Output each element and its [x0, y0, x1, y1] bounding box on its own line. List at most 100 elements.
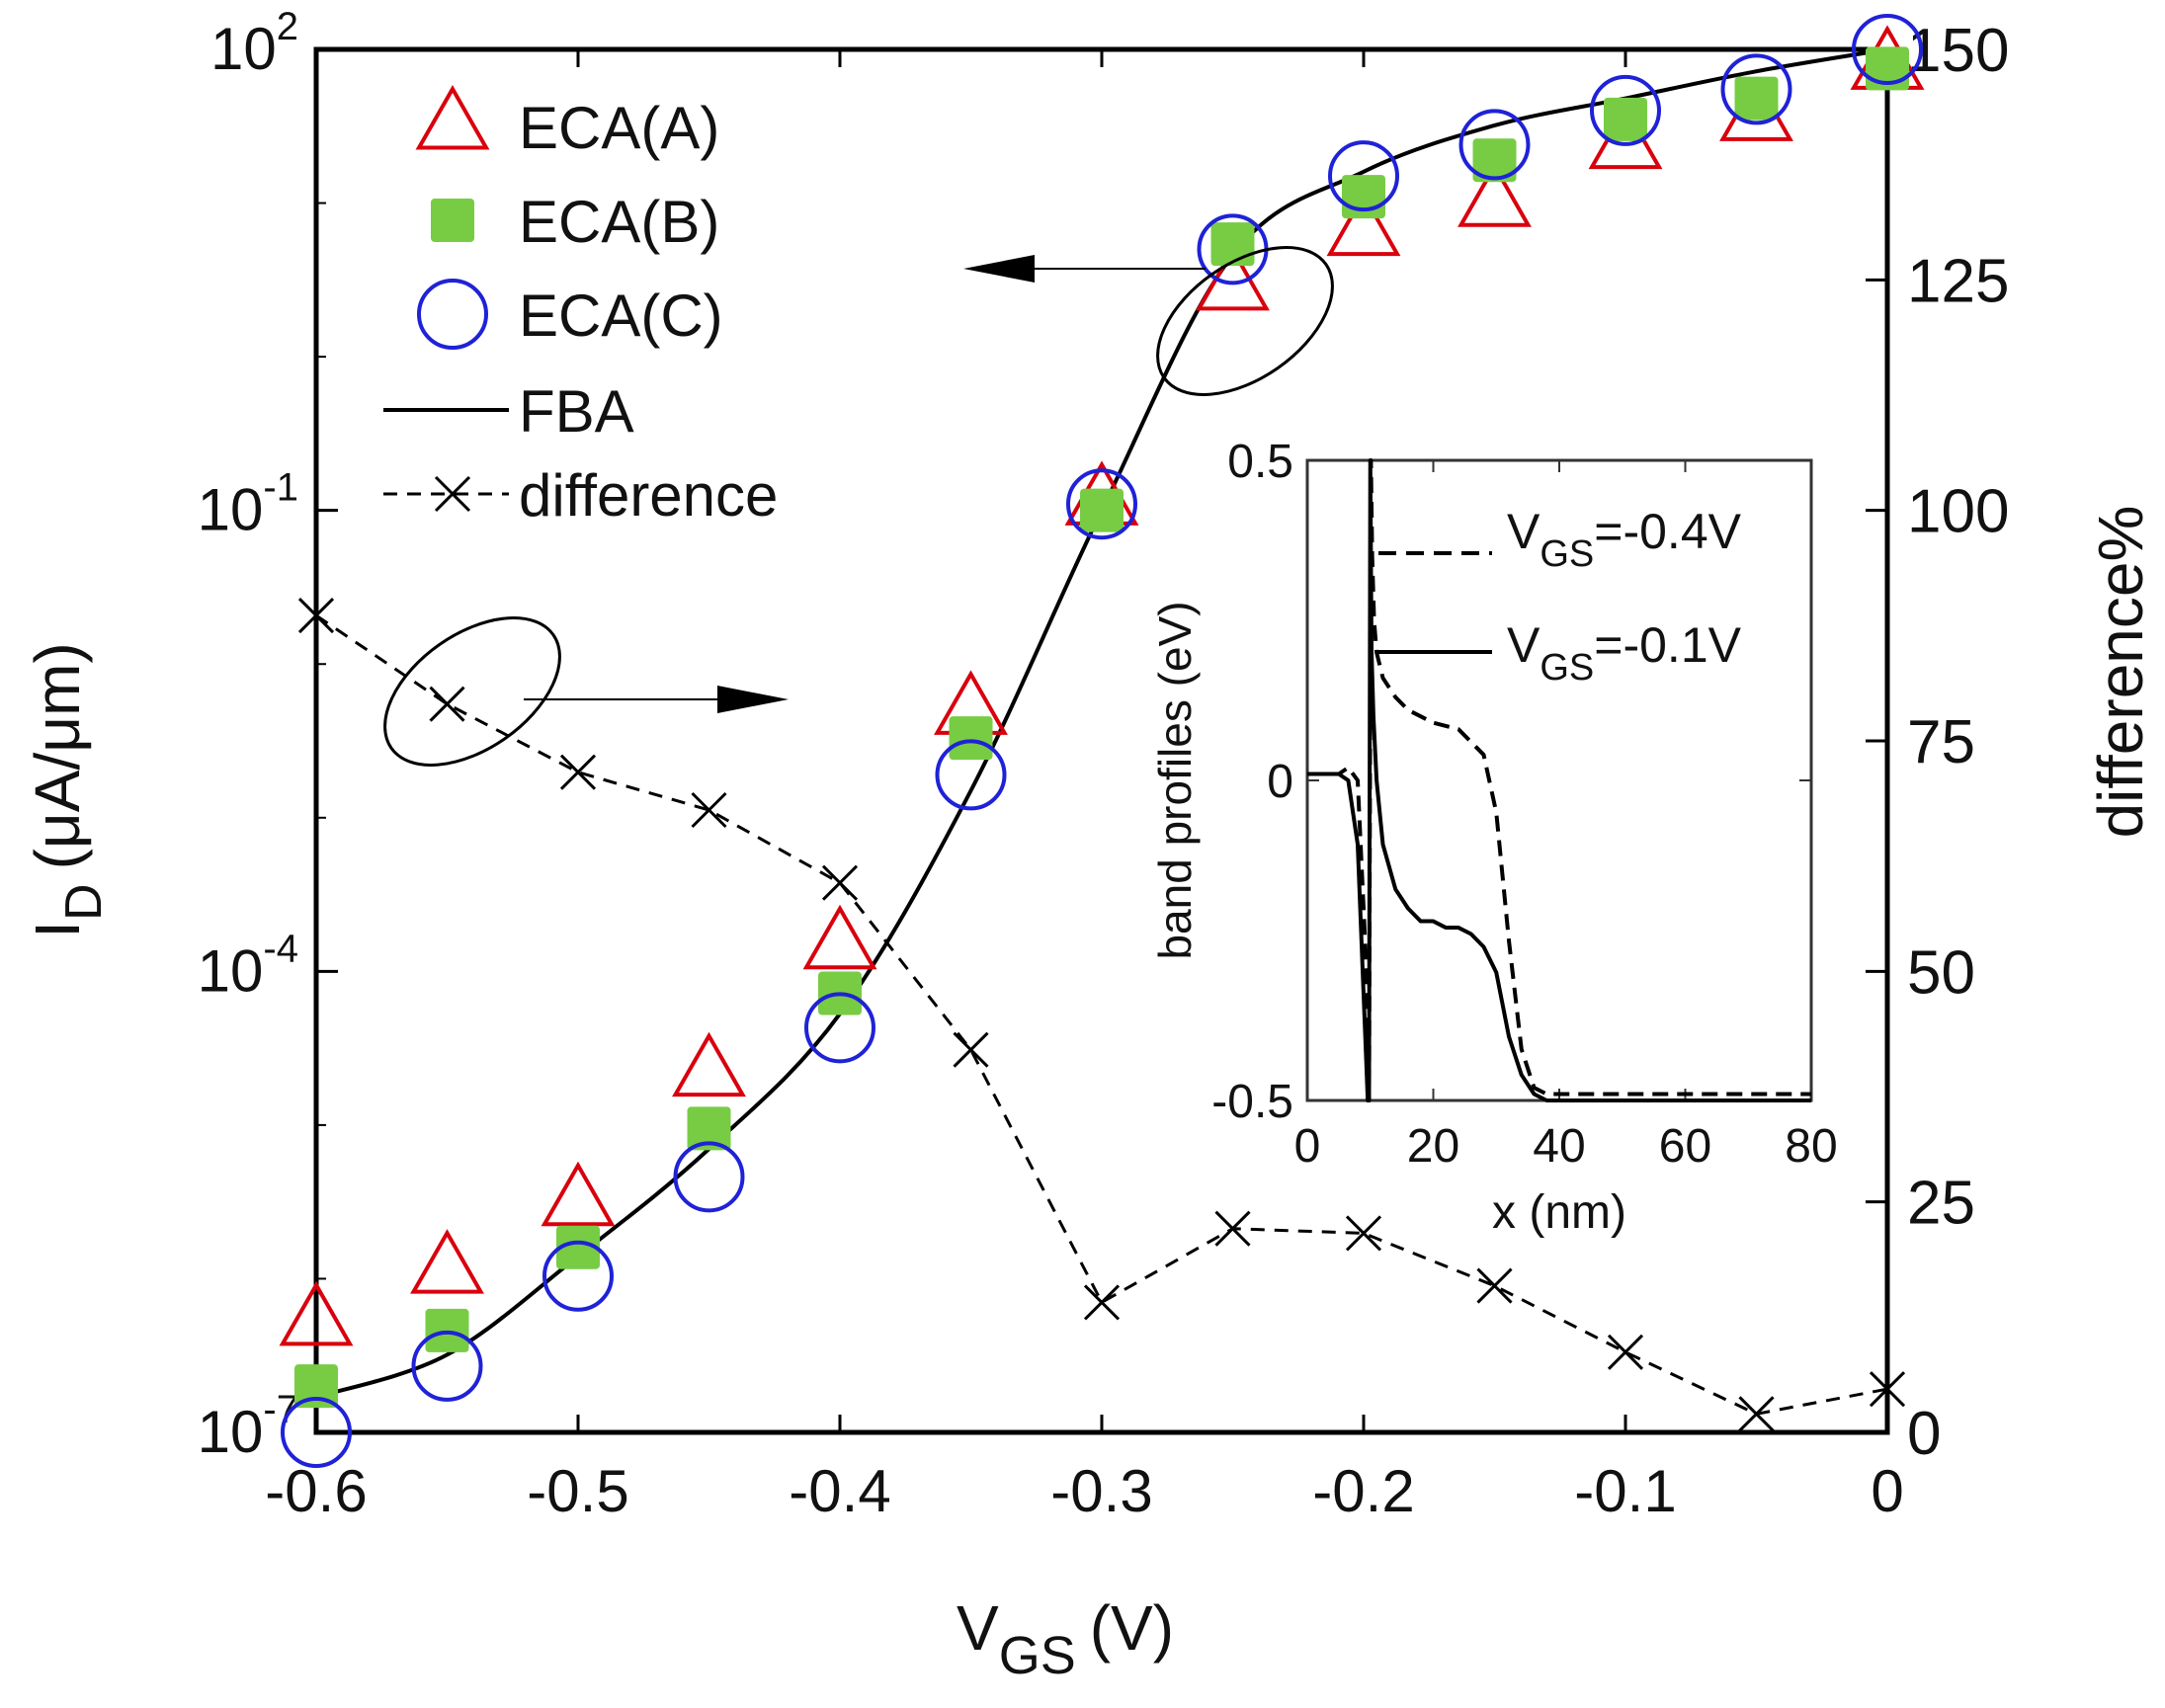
point-eca-c — [542, 1240, 614, 1312]
main-axis-ticks: -0.6 -0.5 -0.4 -0.3 -0.2 -0.1 0 102 10-1 10-4 10-7… — [198, 5, 2010, 1524]
legend-marker-eca-c — [417, 279, 488, 350]
annotation-ellipse-difference — [383, 616, 561, 767]
legend-background — [366, 77, 860, 531]
y-right-tick-label: 150 — [1907, 17, 2009, 85]
annotations — [383, 246, 1334, 767]
x-tick-label: 0 — [1871, 1458, 1903, 1524]
x-axis-label: VGS (V) — [957, 1592, 1174, 1685]
point-difference — [821, 864, 859, 901]
inset-y-axis-label: band profiles (eV) — [1149, 601, 1201, 959]
point-eca-c — [1590, 74, 1661, 146]
annotation-arrow-right-head — [717, 686, 789, 713]
point-difference — [1476, 1267, 1513, 1304]
point-difference-stroke — [1214, 1210, 1251, 1247]
x-tick-label: -0.3 — [1050, 1458, 1152, 1524]
point-difference — [691, 791, 727, 829]
x-axis-label-sub: GS — [999, 1626, 1076, 1685]
y-left-tick-label: 10-4 — [198, 927, 298, 1004]
point-eca-c — [411, 1330, 483, 1402]
point-difference — [429, 686, 465, 722]
point-difference — [1345, 1215, 1382, 1252]
svg-text:ID(μA/μm): ID (μA/μm) — [22, 642, 113, 938]
inset-x-tick-label: 0 — [1294, 1120, 1321, 1173]
point-eca-a — [672, 1031, 746, 1098]
point-difference-stroke — [821, 864, 859, 901]
main-series-markers — [279, 14, 1925, 1468]
legend-label-difference: difference — [519, 462, 778, 529]
inset-x-tick-label: 80 — [1785, 1120, 1837, 1173]
point-difference-stroke — [1738, 1396, 1775, 1432]
point-eca-a — [541, 1161, 616, 1227]
legend-marker-difference-stroke — [434, 475, 471, 513]
inset-legend-label-1-sub: GS — [1540, 533, 1594, 575]
point-difference-stroke — [559, 754, 597, 790]
inset-y-tick-label: 0.5 — [1227, 436, 1293, 488]
y-right-tick-label: 25 — [1907, 1170, 1975, 1238]
svg-text:VGS=-0.1V: VGS=-0.1V — [1507, 617, 1742, 689]
inset-legend-label-2-sub: GS — [1540, 647, 1594, 689]
point-difference — [297, 598, 335, 634]
y-left-axis-label-main: I — [22, 921, 93, 938]
x-tick-label: -0.4 — [789, 1458, 890, 1524]
point-eca-b — [1080, 488, 1124, 532]
legend-label-eca-b: ECA(B) — [519, 189, 719, 255]
point-difference-stroke — [1345, 1215, 1382, 1252]
point-eca-a — [1457, 162, 1532, 227]
inset-legend-label-1-rest: =-0.4V — [1594, 504, 1741, 559]
annotation-arrow-left-head — [963, 255, 1035, 283]
inset-series-line-vgs-minus-0-4v — [1307, 458, 1811, 1102]
point-difference — [1214, 1210, 1251, 1247]
point-eca-c — [673, 1141, 745, 1213]
point-difference — [1607, 1334, 1644, 1370]
point-eca-a — [279, 1280, 354, 1346]
point-difference-stroke — [1607, 1334, 1644, 1370]
point-difference-stroke — [297, 598, 335, 634]
point-difference-stroke — [1083, 1284, 1121, 1321]
point-eca-b — [687, 1106, 731, 1151]
y-left-axis-label-unit: (μA/μm) — [22, 642, 93, 869]
point-difference — [1083, 1284, 1121, 1321]
point-eca-c — [935, 739, 1007, 811]
point-eca-c — [1720, 53, 1792, 125]
point-difference — [953, 1031, 989, 1068]
legend-label-eca-a: ECA(A) — [519, 95, 719, 161]
y-right-tick-label: 100 — [1907, 478, 2009, 546]
inset-x-axis-label: x (nm) — [1492, 1186, 1626, 1239]
point-eca-b — [1734, 76, 1779, 121]
inset-legend-label-2-main: V — [1507, 617, 1540, 673]
point-difference — [1738, 1396, 1775, 1432]
legend-marker-eca-a — [415, 84, 490, 150]
x-tick-label: -0.2 — [1312, 1458, 1414, 1524]
inset-series-lines — [1307, 458, 1811, 1102]
point-difference-stroke — [691, 791, 727, 829]
annotation-ellipse-current — [1156, 246, 1334, 396]
svg-text:VGS(V): VGS (V) — [957, 1592, 1174, 1685]
point-eca-b — [1210, 222, 1255, 267]
point-difference-stroke — [1476, 1267, 1513, 1304]
y-right-tick-label: 0 — [1907, 1400, 1941, 1468]
inset-series-line-vgs-minus-0-1v — [1307, 458, 1811, 1102]
point-eca-c — [1852, 14, 1923, 85]
y-left-tick-label: 10-7 — [198, 1388, 298, 1465]
inset-legend-label-1-main: V — [1507, 504, 1540, 559]
y-left-tick-label: 10-1 — [198, 466, 298, 543]
point-eca-a — [1326, 191, 1401, 257]
inset-chart: 0 20 40 60 800.50-0.5 VGS=-0.4V VGS=-0.1V ba… — [1149, 436, 1838, 1239]
inset-plot-frame — [1305, 458, 1813, 1102]
inset-y-tick-label: -0.5 — [1211, 1076, 1293, 1128]
y-right-tick-label: 75 — [1907, 708, 1975, 776]
point-difference — [1869, 1371, 1906, 1408]
y-left-axis-label: ID (μA/μm) — [22, 642, 113, 938]
inset-x-tick-label: 60 — [1659, 1120, 1711, 1173]
point-eca-b — [556, 1225, 600, 1269]
y-left-tick-label: 102 — [210, 5, 298, 82]
legend: ECA(A) ECA(B) ECA(C) FBA difference — [366, 77, 860, 531]
point-eca-c — [804, 992, 875, 1064]
point-eca-c — [1328, 140, 1399, 212]
y-left-axis-label-sub: D — [55, 883, 113, 921]
inset-axis-ticks: 0 20 40 60 800.50-0.5 — [1211, 436, 1837, 1173]
point-eca-b — [949, 716, 993, 761]
point-eca-b — [1604, 97, 1647, 141]
inset-x-tick-label: 40 — [1533, 1120, 1585, 1173]
